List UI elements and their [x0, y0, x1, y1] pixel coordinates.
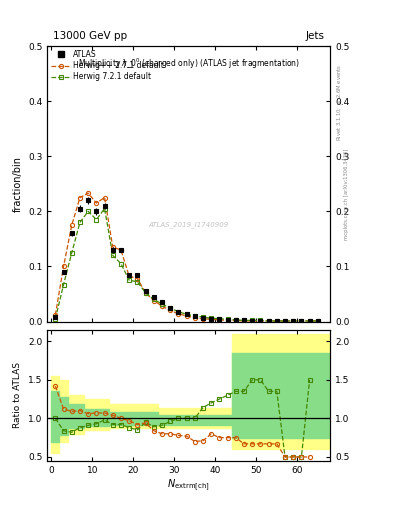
Text: Multiplicity $\lambda\_0^0$ (charged only) (ATLAS jet fragmentation): Multiplicity $\lambda\_0^0$ (charged onl… — [77, 57, 300, 72]
Y-axis label: fraction/bin: fraction/bin — [12, 156, 22, 212]
Text: 13000 GeV pp: 13000 GeV pp — [53, 31, 127, 40]
Legend: ATLAS, Herwig++ 2.7.1 default, Herwig 7.2.1 default: ATLAS, Herwig++ 2.7.1 default, Herwig 7.… — [51, 50, 164, 81]
Text: mcplots.cern.ch [arXiv:1306.3436]: mcplots.cern.ch [arXiv:1306.3436] — [344, 149, 349, 240]
Text: Jets: Jets — [305, 31, 325, 40]
Text: Rivet 3.1.10; $\geq$ 2.6M events: Rivet 3.1.10; $\geq$ 2.6M events — [336, 63, 343, 141]
X-axis label: $N_{\mathrm{extrm[ch]}}$: $N_{\mathrm{extrm[ch]}}$ — [167, 477, 210, 494]
Y-axis label: Ratio to ATLAS: Ratio to ATLAS — [13, 362, 22, 428]
Text: ATLAS_2019_I1740909: ATLAS_2019_I1740909 — [149, 222, 229, 228]
